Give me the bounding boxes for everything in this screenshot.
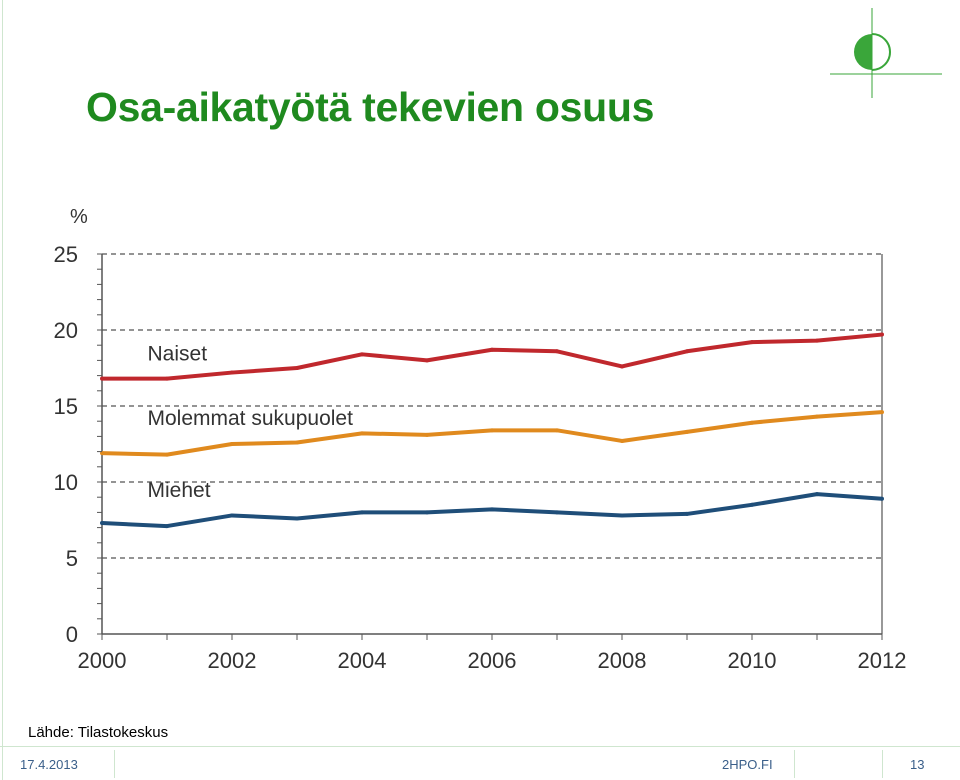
data-point <box>880 332 884 337</box>
data-point <box>230 442 234 446</box>
data-point <box>165 452 169 457</box>
y-axis-label: % <box>70 206 88 228</box>
series-label: Naiset <box>148 343 208 366</box>
data-point <box>620 364 624 369</box>
logo-mark <box>830 8 942 98</box>
footer-divider <box>0 746 960 747</box>
source-note: Lähde: Tilastokeskus <box>28 724 169 741</box>
y-tick-label: 5 <box>66 546 78 571</box>
data-point <box>295 516 299 521</box>
y-tick-label: 20 <box>54 318 78 343</box>
series-label: Molemmat sukupuolet <box>148 407 354 430</box>
data-point <box>555 349 559 354</box>
footer-separator <box>794 750 795 778</box>
data-point <box>685 349 689 354</box>
data-point <box>880 410 884 415</box>
data-point <box>750 502 754 507</box>
data-point <box>685 429 689 434</box>
footer-separator <box>114 750 115 778</box>
data-point <box>100 376 104 381</box>
footer-website: 2HPO.FI <box>722 757 773 772</box>
data-point <box>230 513 234 518</box>
data-point <box>620 513 624 518</box>
data-point <box>360 431 364 436</box>
slide-title: Osa-aikatyötä tekevien osuus <box>86 84 655 130</box>
data-point <box>360 352 364 357</box>
series-line-0 <box>102 332 883 381</box>
data-point <box>490 347 494 352</box>
data-point <box>425 432 429 437</box>
x-tick-label: 2012 <box>858 648 907 673</box>
data-point <box>295 366 299 370</box>
data-point <box>165 524 169 529</box>
line-chart: % 0 5 10 15 20 25 2000 2002 2004 2006 2008 2010 2012… <box>54 206 907 673</box>
data-point <box>490 507 494 512</box>
data-point <box>750 340 754 345</box>
chart-container: % 0 5 10 15 20 25 2000 2002 2004 2006 2008 2010 2012… <box>40 195 920 685</box>
x-tick-label: 2010 <box>728 648 777 673</box>
data-point <box>100 521 104 526</box>
data-point <box>295 440 299 445</box>
data-point <box>815 414 819 419</box>
data-point <box>165 376 169 381</box>
footer-date: 17.4.2013 <box>20 757 78 772</box>
data-point <box>880 496 884 501</box>
data-point <box>490 428 494 433</box>
x-tick-label: 2002 <box>208 648 257 673</box>
data-point <box>100 451 104 456</box>
slide-left-rule <box>2 0 3 780</box>
data-point <box>555 428 559 433</box>
data-point <box>425 510 429 515</box>
series-label: Miehet <box>148 479 211 502</box>
footer-separator <box>882 750 883 778</box>
y-tick-label: 0 <box>66 622 78 647</box>
data-point <box>815 492 819 497</box>
data-point <box>685 511 689 516</box>
company-logo <box>826 4 946 100</box>
data-point <box>360 510 364 515</box>
data-point <box>230 370 234 375</box>
data-point <box>815 338 819 343</box>
page-number: 13 <box>910 757 925 772</box>
y-tick-label: 25 <box>54 242 78 267</box>
data-point <box>750 420 754 425</box>
x-tick-label: 2000 <box>78 648 127 673</box>
data-point <box>425 358 429 363</box>
x-tick-label: 2004 <box>338 648 387 673</box>
y-tick-label: 10 <box>54 470 78 495</box>
y-tick-label: 15 <box>54 394 78 419</box>
data-point <box>555 510 559 515</box>
data-point <box>620 438 624 443</box>
x-tick-label: 2006 <box>468 648 517 673</box>
x-tick-label: 2008 <box>598 648 647 673</box>
